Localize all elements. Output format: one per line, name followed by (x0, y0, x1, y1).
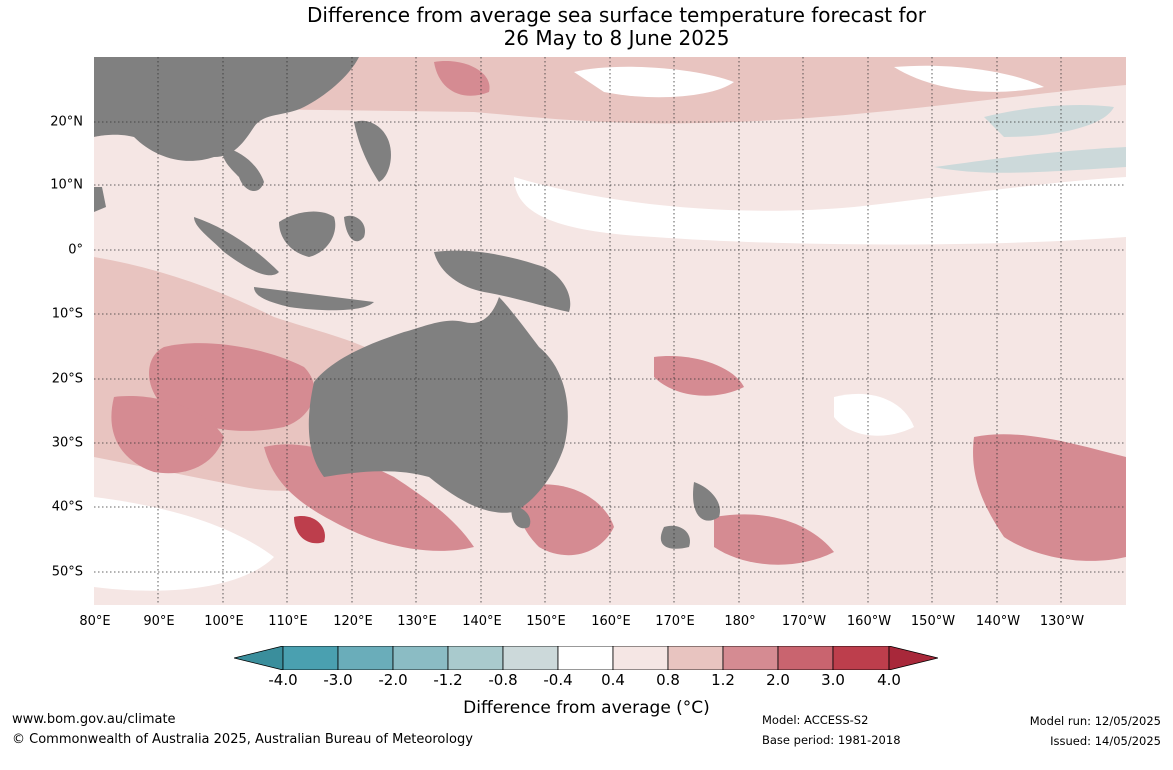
lat-label-50s: 50°S (51, 564, 83, 580)
colorbar (234, 646, 938, 670)
sst-anomaly-map (94, 57, 1126, 605)
lat-label-20n: 20°N (50, 114, 83, 130)
model-run-text: Model run: 12/05/2025 (1029, 714, 1161, 728)
lat-label-10s: 10°S (51, 306, 83, 322)
colorbar-bin-9 (722, 646, 779, 670)
land (94, 57, 720, 549)
lon-label-160w: 160°W (846, 614, 892, 629)
lon-label-90e: 90°E (143, 614, 175, 629)
colorbar-bin-7 (612, 646, 669, 670)
colorbar-tick: -0.4 (543, 671, 573, 689)
colorbar-bin-10 (777, 646, 834, 670)
lon-label-140e: 140°E (462, 614, 502, 629)
colorbar-tick: 0.4 (601, 671, 625, 689)
lon-label-160e: 160°E (591, 614, 631, 629)
title-line-1: Difference from average sea surface temp… (306, 3, 926, 27)
colorbar-tick: -0.8 (488, 671, 518, 689)
lon-label-80e: 80°E (79, 614, 111, 629)
colorbar-bin-5 (502, 646, 559, 670)
website-link[interactable]: www.bom.gov.au/climate (12, 712, 176, 727)
colorbar-tick: 0.8 (656, 671, 680, 689)
colorbar-label: Difference from average (°C) (463, 698, 710, 718)
lon-label-150w: 150°W (910, 614, 956, 629)
base-period-text: Base period: 1981-2018 (762, 733, 901, 747)
colorbar-bin-4 (447, 646, 504, 670)
lat-label-40s: 40°S (51, 499, 83, 515)
lat-label-10n: 10°N (50, 177, 83, 193)
colorbar-bin-1 (282, 646, 339, 670)
colorbar-tick: 4.0 (877, 671, 901, 689)
colorbar-tick: -4.0 (268, 671, 298, 689)
lon-label-180: 180° (724, 614, 756, 629)
colorbar-tick: 1.2 (711, 671, 735, 689)
map-title: Difference from average sea surface temp… (0, 4, 1173, 50)
colorbar-bin-8 (667, 646, 724, 670)
colorbar-tick: -2.0 (378, 671, 408, 689)
lon-label-120e: 120°E (333, 614, 373, 629)
lat-label-0: 0° (68, 242, 83, 258)
colorbar-tick: -1.2 (433, 671, 463, 689)
issued-text: Issued: 14/05/2025 (1050, 734, 1161, 748)
lon-label-130w: 130°W (1039, 614, 1085, 629)
colorbar-extend-high (888, 646, 938, 670)
colorbar-tick: 3.0 (821, 671, 845, 689)
title-line-2: 26 May to 8 June 2025 (503, 26, 730, 50)
copyright-text: © Commonwealth of Australia 2025, Austra… (12, 732, 473, 747)
colorbar-bin-3 (392, 646, 449, 670)
lat-label-20s: 20°S (51, 371, 83, 387)
lon-label-140w: 140°W (975, 614, 1021, 629)
lon-label-170w: 170°W (781, 614, 827, 629)
lon-label-150e: 150°E (526, 614, 566, 629)
lon-label-170e: 170°E (655, 614, 695, 629)
colorbar-bin-11 (832, 646, 890, 670)
lon-label-110e: 110°E (268, 614, 308, 629)
lat-label-30s: 30°S (51, 435, 83, 451)
lon-label-130e: 130°E (397, 614, 437, 629)
colorbar-bin-6 (557, 646, 614, 670)
colorbar-extend-low (234, 646, 284, 670)
model-text: Model: ACCESS-S2 (762, 713, 869, 727)
colorbar-tick: -3.0 (323, 671, 353, 689)
colorbar-tick: 2.0 (766, 671, 790, 689)
colorbar-bin-2 (337, 646, 394, 670)
anomaly-patches (94, 57, 1126, 591)
gridlines (94, 57, 1126, 605)
lon-label-100e: 100°E (204, 614, 244, 629)
